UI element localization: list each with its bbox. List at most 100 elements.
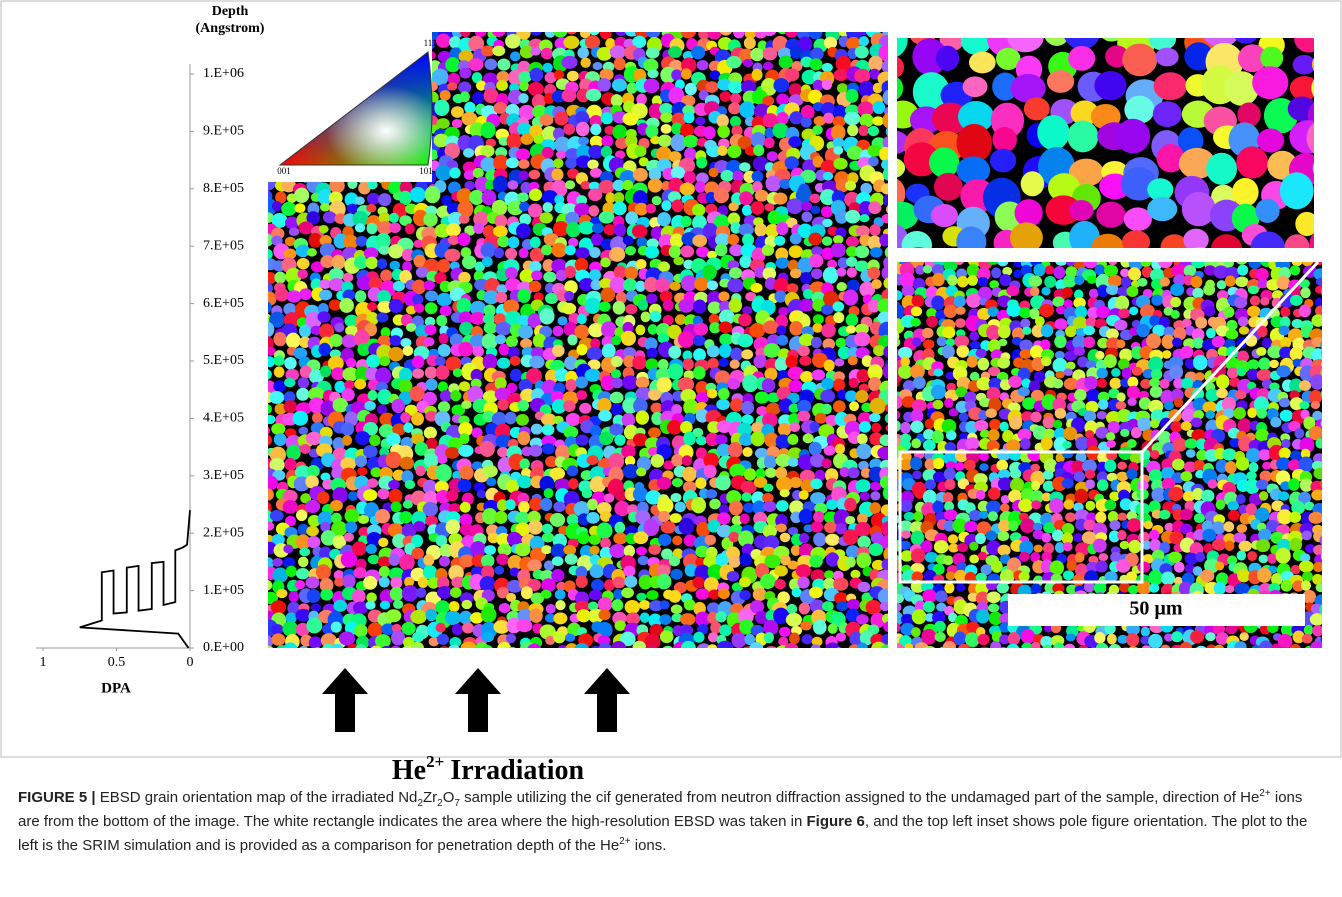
grain	[565, 158, 577, 169]
grain	[521, 134, 534, 145]
grain	[317, 311, 330, 322]
grain	[354, 27, 368, 39]
grain	[294, 112, 309, 127]
grain	[481, 607, 497, 623]
grain	[726, 56, 741, 69]
grain	[439, 556, 450, 567]
grain	[297, 74, 308, 84]
grain	[963, 76, 988, 97]
grain	[576, 435, 589, 446]
grain	[1280, 410, 1293, 422]
grain	[369, 35, 380, 45]
grain	[1235, 390, 1247, 399]
grain	[459, 381, 470, 391]
grain	[1126, 468, 1137, 479]
grain	[564, 291, 574, 301]
grain	[989, 419, 1001, 430]
grain	[650, 311, 661, 322]
grain	[1319, 534, 1334, 547]
grain	[388, 347, 403, 362]
grain	[894, 652, 904, 662]
grain	[556, 150, 566, 159]
grain	[846, 236, 859, 247]
grain	[412, 356, 424, 369]
grain	[289, 228, 299, 236]
grain	[262, 404, 272, 414]
grain	[426, 609, 437, 621]
grain	[366, 544, 377, 554]
grain	[1247, 408, 1257, 418]
grain	[1149, 378, 1160, 388]
grain	[307, 589, 321, 603]
grain	[762, 244, 774, 255]
grain	[843, 289, 858, 305]
arrows	[322, 668, 630, 732]
grain	[274, 366, 285, 377]
grain	[1172, 338, 1182, 347]
grain	[283, 642, 298, 658]
grain	[341, 551, 357, 567]
grain	[1184, 653, 1196, 665]
grain	[755, 190, 769, 202]
grain	[381, 646, 393, 655]
grain	[601, 112, 614, 124]
grain	[510, 356, 521, 366]
grain	[858, 125, 869, 136]
grain	[760, 574, 776, 589]
grain	[849, 401, 859, 411]
grain	[882, 112, 897, 128]
grain	[574, 643, 590, 660]
grain	[353, 73, 366, 84]
grain	[729, 267, 742, 278]
grain	[636, 377, 650, 389]
grain	[774, 565, 788, 576]
grain	[393, 600, 403, 609]
grain	[825, 534, 840, 546]
grain	[484, 545, 496, 555]
grain	[276, 589, 287, 598]
grain	[319, 225, 329, 233]
grain	[304, 89, 320, 104]
grain	[354, 379, 366, 390]
grain	[750, 48, 764, 61]
grain	[376, 26, 388, 36]
x-tick-label: 1	[40, 655, 47, 670]
grain	[345, 38, 358, 50]
grain	[858, 582, 871, 592]
grain	[998, 325, 1011, 339]
grain	[646, 294, 657, 304]
grain	[440, 390, 452, 402]
grain	[284, 378, 295, 387]
grain	[1097, 479, 1108, 491]
grain	[344, 171, 358, 184]
grain	[885, 413, 898, 424]
grain	[904, 643, 913, 652]
grain	[614, 57, 626, 70]
grain	[719, 333, 733, 345]
grain	[363, 445, 378, 458]
grain	[831, 243, 846, 258]
grain	[1276, 365, 1290, 377]
grain	[1149, 539, 1161, 552]
grain	[988, 603, 999, 612]
grain	[259, 79, 272, 93]
grain-map	[871, 14, 1342, 288]
grain	[311, 51, 322, 61]
grain	[1281, 580, 1293, 592]
grain	[622, 375, 638, 389]
grain	[1237, 265, 1248, 276]
grain	[613, 201, 627, 215]
grain	[813, 620, 827, 635]
grain	[1006, 286, 1019, 296]
grain	[368, 168, 378, 179]
grain	[1160, 277, 1170, 287]
grain	[481, 242, 496, 258]
grain	[376, 312, 388, 322]
grain	[450, 390, 461, 401]
grain	[517, 400, 529, 411]
grain	[531, 270, 542, 280]
grain	[1128, 540, 1141, 553]
grain	[1142, 654, 1154, 664]
grain	[695, 117, 705, 125]
grain	[730, 93, 741, 104]
